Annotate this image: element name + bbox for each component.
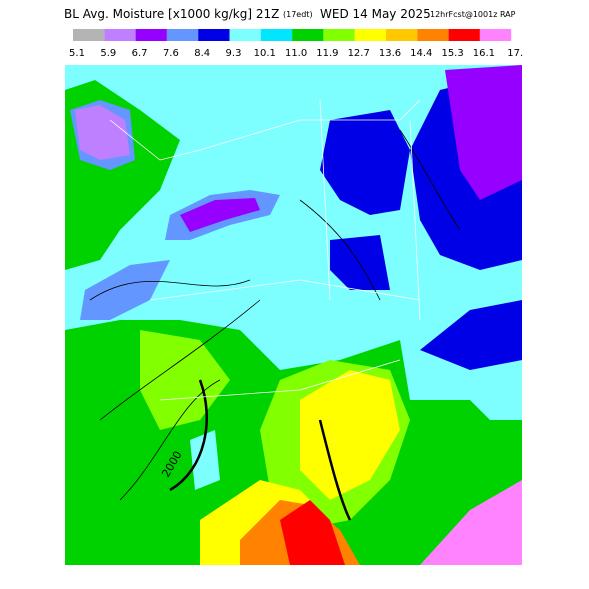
colorbar-label: 13.6	[379, 48, 401, 59]
moist-region	[80, 260, 170, 320]
colorbar-swatch	[73, 29, 105, 41]
colorbar-swatch	[260, 29, 293, 41]
colorbar: 5.1 5.9 6.7 7.6 8.4 9.3 10.1 11.0 11.9 12.7 13.6 14…	[69, 29, 523, 59]
colorbar-swatch	[354, 29, 386, 41]
colorbar-label: 11.0	[285, 48, 307, 59]
colorbar-swatch	[448, 29, 480, 41]
colorbar-swatch	[166, 29, 199, 41]
colorbar-label: 15.3	[441, 48, 463, 59]
moist-region	[300, 370, 400, 500]
moist-region	[140, 330, 230, 430]
colorbar-label: 5.9	[100, 48, 116, 59]
colorbar-swatch	[323, 29, 355, 41]
moist-region	[280, 500, 345, 565]
colorbar-label: 10.1	[254, 48, 276, 59]
colorbar-label: 12.7	[348, 48, 370, 59]
colorbar-swatch	[292, 29, 324, 41]
colorbar-label: 17.	[507, 48, 523, 59]
colorbar-label: 7.6	[163, 48, 179, 59]
title: BL Avg. Moisture [x1000 kg/kg] 21Z	[64, 7, 279, 21]
colorbar-label: 5.1	[69, 48, 85, 59]
colorbar-swatch	[386, 29, 418, 41]
map: 2000	[65, 65, 522, 565]
colorbar-swatch	[417, 29, 449, 41]
colorbar-swatch	[479, 29, 512, 41]
colorbar-label: 9.3	[226, 48, 242, 59]
moist-region	[190, 430, 220, 490]
colorbar-swatch	[104, 29, 136, 41]
colorbar-swatch	[135, 29, 167, 41]
colorbar-swatch	[198, 29, 230, 41]
date: WED 14 May 2025	[320, 7, 431, 21]
moist-region	[180, 198, 260, 232]
colorbar-swatch	[229, 29, 261, 41]
forecast: 12hrFcst@1001z RAP	[430, 10, 516, 19]
colorbar-label: 16.1	[473, 48, 495, 59]
moist-region	[445, 65, 522, 200]
contour	[89, 129, 461, 501]
moist-region	[420, 480, 522, 565]
contour-bold	[169, 379, 352, 521]
local-time: (17edt)	[283, 10, 313, 19]
moist-region	[420, 300, 522, 370]
colorbar-label: 11.9	[316, 48, 338, 59]
moist-region	[330, 235, 390, 290]
colorbar-label: 8.4	[194, 48, 210, 59]
boundary	[109, 99, 421, 401]
moist-region	[75, 105, 130, 160]
colorbar-label: 6.7	[132, 48, 148, 59]
colorbar-label: 14.4	[410, 48, 432, 59]
moist-region	[320, 110, 410, 215]
